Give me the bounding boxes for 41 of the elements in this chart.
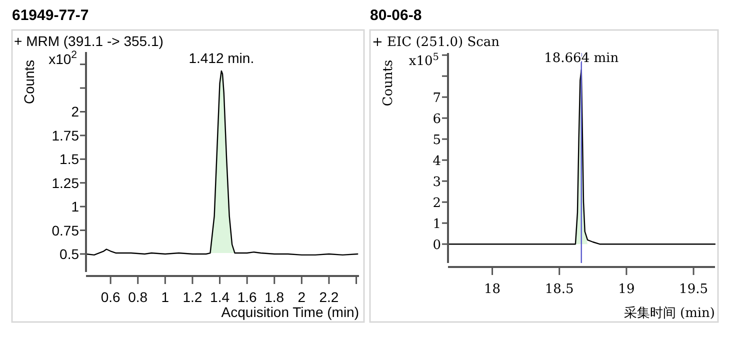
- chart-title: 61949-77-7: [12, 7, 89, 24]
- y-tick-label: 7: [432, 91, 441, 106]
- x-axis-title: Acquisition Time (min): [221, 304, 359, 320]
- x-tick-label: 1: [161, 289, 170, 305]
- chart-subtitle: + MRM (391.1 -> 355.1): [14, 33, 164, 49]
- x-tick-label: 1.4: [210, 289, 230, 305]
- y-tick-label: 0.5: [60, 246, 80, 262]
- x-tick-label: 2.2: [319, 289, 339, 305]
- y-tick-label: 0: [432, 238, 441, 254]
- x-tick-label: 0.6: [100, 289, 121, 305]
- annotation: 1.412 min.: [188, 50, 254, 66]
- x-axis-title: 采集时间 (min): [624, 306, 715, 321]
- x-tick-label: 1.8: [264, 289, 284, 305]
- y-axis-title: Counts: [21, 60, 37, 104]
- chart-title: 80-06-8: [370, 7, 422, 24]
- y-tick-label: 1.5: [60, 151, 80, 168]
- y-tick-label: 1: [71, 198, 80, 215]
- y-tick-label: 1.25: [52, 174, 80, 191]
- y-tick-label: 3: [432, 175, 441, 190]
- y-tick-label: 4: [432, 154, 441, 170]
- text: x10$^{5}$: [408, 52, 439, 69]
- x-tick-label: 0.8: [128, 289, 148, 305]
- y-tick-label: 2: [432, 196, 441, 212]
- y-tick-label: 2: [71, 104, 80, 120]
- y-tick-label: 6: [432, 112, 441, 128]
- x-tick-label: 2: [298, 289, 306, 305]
- line-series: [447, 69, 716, 245]
- x-tick-label: 19.5: [679, 282, 708, 297]
- y-tick-label: 1.75: [52, 127, 80, 144]
- x-tick-label: 18.5: [544, 282, 574, 297]
- y-tick-label: 0.75: [52, 222, 80, 238]
- x-tick-label: 18: [484, 282, 501, 297]
- line-series: [85, 70, 358, 256]
- y-axis-title: Counts: [381, 60, 396, 106]
- chart-subtitle: + EIC (251.0) Scan: [372, 35, 500, 50]
- x-tick-label: 19: [618, 282, 635, 297]
- x-tick-label: 1.6: [237, 289, 258, 305]
- y-tick-label: 1: [432, 217, 441, 232]
- y-tick-label: 5: [432, 133, 441, 148]
- text: x10$^{2}$: [48, 49, 78, 67]
- x-tick-label: 1.2: [182, 289, 202, 305]
